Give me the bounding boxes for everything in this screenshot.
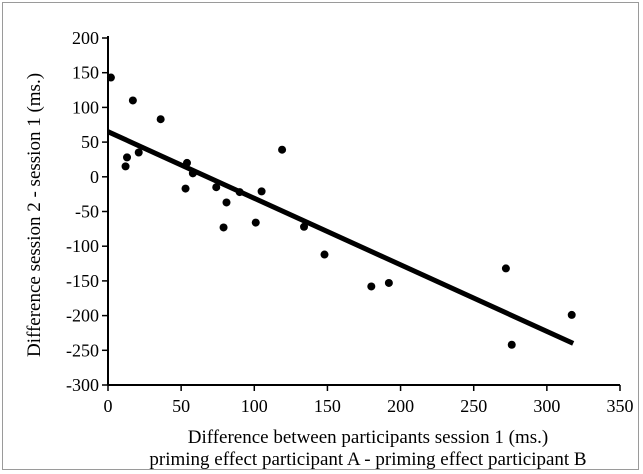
data-point: [123, 153, 132, 162]
data-point: [384, 278, 393, 287]
data-point: [300, 222, 309, 231]
data-point: [128, 96, 137, 105]
data-point: [257, 187, 266, 196]
x-tick-label: 0: [104, 396, 113, 416]
data-point: [181, 184, 190, 193]
y-tick-label: 100: [72, 97, 99, 117]
x-axis-title: Difference between participants session …: [188, 427, 549, 448]
y-tick-label: -250: [66, 340, 99, 360]
x-tick-label: 100: [241, 396, 268, 416]
y-tick-label: -300: [66, 375, 99, 395]
data-point: [320, 250, 329, 259]
data-point: [134, 148, 143, 157]
data-point: [507, 340, 516, 349]
data-point: [188, 169, 197, 178]
y-tick-label: -50: [75, 202, 99, 222]
data-point: [222, 198, 231, 207]
data-point: [567, 310, 576, 319]
data-point: [212, 183, 221, 192]
data-point: [251, 218, 260, 227]
data-point: [501, 264, 510, 273]
x-tick-label: 50: [172, 396, 190, 416]
y-tick-label: 200: [72, 28, 99, 48]
trend-line: [106, 129, 575, 346]
y-tick-label: 150: [72, 63, 99, 83]
x-tick-label: 250: [460, 396, 487, 416]
y-tick-label: -200: [66, 306, 99, 326]
y-tick-label: -150: [66, 271, 99, 291]
y-axis-title: Difference session 2 - session 1 (ms.): [24, 73, 45, 357]
data-point: [278, 145, 287, 154]
x-axis-subtitle: priming effect participant A - priming e…: [149, 449, 586, 470]
x-tick-label: 300: [533, 396, 560, 416]
data-point: [156, 115, 165, 124]
data-point: [235, 188, 244, 197]
x-tick-label: 350: [607, 396, 634, 416]
x-tick-label: 150: [314, 396, 341, 416]
chart-axes: -300 -250 -200 -150 -100 -50 0 50 100 150 200 0 50 10…: [66, 28, 634, 416]
data-point: [219, 223, 228, 232]
y-tick-label: -100: [66, 236, 99, 256]
x-tick-label: 200: [387, 396, 414, 416]
y-tick-label: 0: [90, 167, 99, 187]
data-point: [367, 282, 376, 291]
y-tick-label: 50: [81, 132, 99, 152]
data-point: [121, 162, 130, 171]
chart-marks: [106, 73, 576, 349]
data-point: [182, 158, 191, 167]
